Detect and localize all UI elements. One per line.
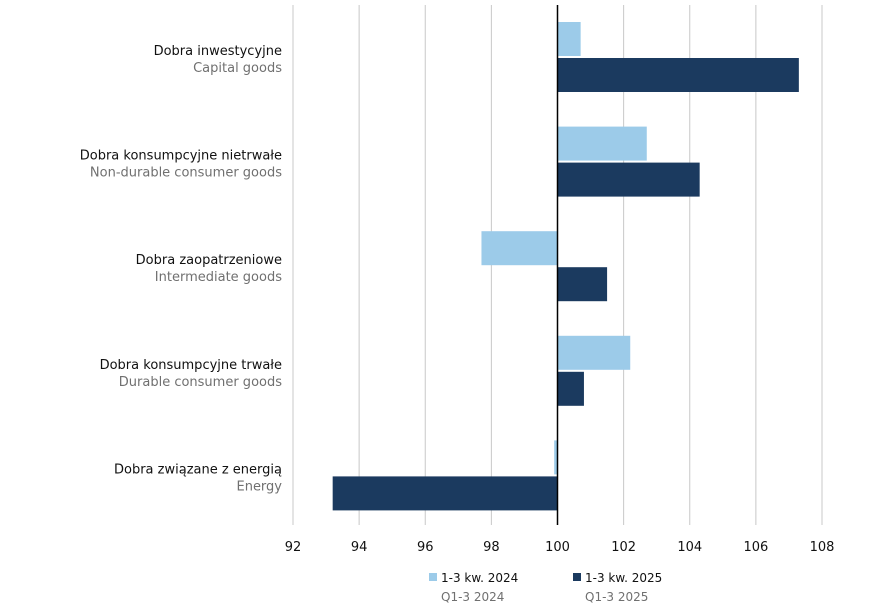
category-labels: Dobra inwestycyjne Capital goods Dobra kon… [80, 44, 283, 494]
category-label-en: Durable consumer goods [119, 375, 282, 390]
x-tick-label: 94 [351, 540, 368, 555]
bar-2025-2 [557, 267, 608, 302]
category-label-pl: Dobra inwestycyjne [154, 44, 282, 59]
bar-2025-4 [332, 476, 558, 511]
category-label-pl: Dobra konsumpcyjne nietrwałe [80, 149, 282, 164]
bar-2025-0 [557, 58, 799, 92]
legend-label-en: Q1-3 2024 [441, 590, 504, 604]
bar-2024-4 [554, 440, 558, 475]
category-label-pl: Dobra konsumpcyjne trwałe [100, 358, 282, 373]
x-tick-label: 108 [810, 540, 835, 555]
x-tick-label: 102 [611, 540, 636, 555]
legend-label-pl: 1-3 kw. 2025 [585, 571, 662, 585]
x-tick-label: 104 [677, 540, 702, 555]
category-label-en: Capital goods [193, 61, 282, 76]
category-label-pl: Dobra zaopatrzeniowe [136, 253, 282, 268]
legend-label-pl: 1-3 kw. 2024 [441, 571, 518, 585]
category-label-en: Energy [236, 479, 282, 494]
category-label-pl: Dobra związane z energią [114, 462, 282, 477]
bar-2025-1 [557, 162, 700, 197]
x-tick-label: 92 [285, 540, 302, 555]
x-tick-label: 98 [483, 540, 500, 555]
bar-2024-1 [557, 126, 647, 161]
bar-2025-3 [557, 371, 584, 406]
x-tick-label: 96 [417, 540, 434, 555]
bars [332, 22, 799, 511]
bar-2024-2 [481, 231, 558, 266]
bar-2024-0 [557, 22, 581, 56]
legend-swatch-2025 [573, 573, 581, 581]
x-tick-label: 100 [545, 540, 570, 555]
legend-label-en: Q1-3 2025 [585, 590, 648, 604]
bar-2024-3 [557, 335, 631, 370]
legend-swatch-2024 [429, 573, 437, 581]
x-tick-label: 106 [743, 540, 768, 555]
category-label-en: Non-durable consumer goods [90, 166, 282, 181]
legend: 1-3 kw. 2024 Q1-3 2024 1-3 kw. 2025 Q1-3 20… [429, 571, 662, 604]
category-label-en: Intermediate goods [155, 270, 282, 285]
x-tick-labels: 92 94 96 98 100 102 104 106 108 [285, 540, 835, 555]
